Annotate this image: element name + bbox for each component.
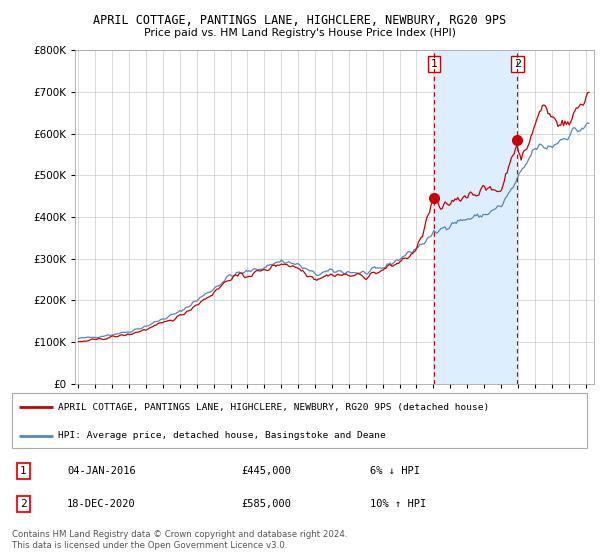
Text: 2: 2 xyxy=(514,59,521,69)
Text: 04-JAN-2016: 04-JAN-2016 xyxy=(67,466,136,476)
Text: APRIL COTTAGE, PANTINGS LANE, HIGHCLERE, NEWBURY, RG20 9PS: APRIL COTTAGE, PANTINGS LANE, HIGHCLERE,… xyxy=(94,14,506,27)
Text: 1: 1 xyxy=(430,59,437,69)
Text: Price paid vs. HM Land Registry's House Price Index (HPI): Price paid vs. HM Land Registry's House … xyxy=(144,28,456,38)
Text: 1: 1 xyxy=(20,466,27,476)
Text: 6% ↓ HPI: 6% ↓ HPI xyxy=(370,466,420,476)
Text: Contains HM Land Registry data © Crown copyright and database right 2024.: Contains HM Land Registry data © Crown c… xyxy=(12,530,347,539)
Text: 18-DEC-2020: 18-DEC-2020 xyxy=(67,499,136,509)
Bar xyxy=(434,50,517,384)
Text: HPI: Average price, detached house, Basingstoke and Deane: HPI: Average price, detached house, Basi… xyxy=(58,431,386,440)
Text: 10% ↑ HPI: 10% ↑ HPI xyxy=(370,499,426,509)
Text: £445,000: £445,000 xyxy=(242,466,292,476)
Text: This data is licensed under the Open Government Licence v3.0.: This data is licensed under the Open Gov… xyxy=(12,541,287,550)
FancyBboxPatch shape xyxy=(12,393,587,448)
Text: £585,000: £585,000 xyxy=(242,499,292,509)
Text: APRIL COTTAGE, PANTINGS LANE, HIGHCLERE, NEWBURY, RG20 9PS (detached house): APRIL COTTAGE, PANTINGS LANE, HIGHCLERE,… xyxy=(58,403,490,412)
Text: 2: 2 xyxy=(20,499,27,509)
